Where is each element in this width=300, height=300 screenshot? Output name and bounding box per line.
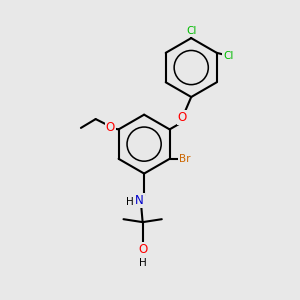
Text: Cl: Cl — [186, 26, 196, 36]
Text: Cl: Cl — [223, 51, 234, 61]
Text: Br: Br — [178, 154, 190, 164]
Text: O: O — [106, 122, 115, 134]
Text: N: N — [135, 194, 144, 207]
Text: H: H — [139, 258, 146, 268]
Text: O: O — [138, 243, 147, 256]
Text: H: H — [125, 196, 133, 206]
Text: O: O — [178, 111, 187, 124]
